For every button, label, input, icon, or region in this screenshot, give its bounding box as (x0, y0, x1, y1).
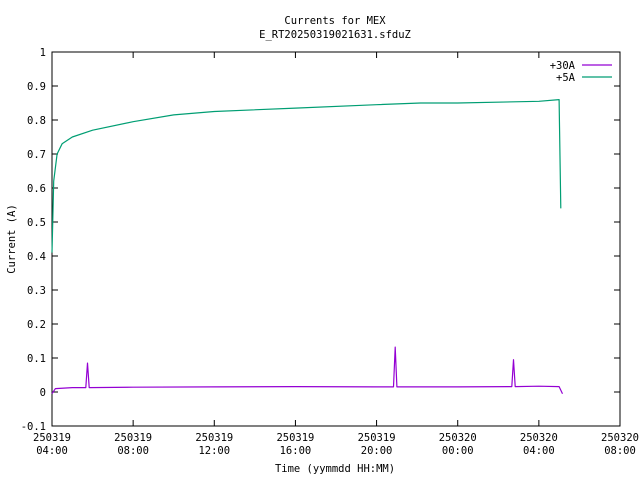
y-tick-label: 0 (40, 387, 46, 399)
y-tick-label: 0.5 (27, 217, 46, 229)
x-tick-label-date: 250319 (33, 432, 71, 444)
series-lines (51, 99, 564, 395)
y-tick-label: -0.1 (21, 421, 46, 433)
y-tick-label: 0.4 (27, 251, 46, 263)
y-tick-label: 0.1 (27, 353, 46, 365)
x-tick-label-date: 250319 (358, 432, 396, 444)
y-tick-label: 0.2 (27, 319, 46, 331)
y-tick-label: 0.3 (27, 285, 46, 297)
x-tick-label-date: 250320 (439, 432, 477, 444)
x-tick-label-date: 250320 (601, 432, 639, 444)
series-line-1 (51, 346, 564, 395)
x-tick-label-time: 08:00 (604, 445, 636, 457)
series-line-2 (51, 99, 562, 253)
x-tick-label-date: 250320 (520, 432, 558, 444)
x-tick-label-date: 250319 (276, 432, 314, 444)
plot-area (51, 51, 621, 427)
y-axis: -0.1 0 0.1 0.2 0.3 0.4 0.5 0.6 0.7 0.8 0.9 1 (21, 47, 620, 433)
x-tick-label-time: 08:00 (117, 445, 149, 457)
chart-subtitle: E_RT20250319021631.sfduZ (259, 29, 411, 41)
y-tick-label: 0.7 (27, 149, 46, 161)
legend-label: +5A (556, 72, 576, 84)
chart-title: Currents for MEX (284, 15, 386, 27)
x-tick-label-date: 250319 (195, 432, 233, 444)
y-tick-label: 1 (40, 47, 46, 59)
y-axis-label: Current (A) (6, 204, 18, 274)
x-axis-label: Time (yymmdd HH:MM) (275, 463, 395, 475)
y-tick-label: 0.6 (27, 183, 46, 195)
legend-label: +30A (550, 60, 576, 72)
x-tick-label-time: 12:00 (198, 445, 230, 457)
y-tick-label: 0.9 (27, 81, 46, 93)
x-tick-label-time: 00:00 (442, 445, 474, 457)
y-tick-label: 0.8 (27, 115, 46, 127)
x-tick-label-time: 16:00 (280, 445, 312, 457)
legend: +30A+5A (550, 60, 612, 84)
x-tick-label-time: 04:00 (523, 445, 555, 457)
x-tick-label-time: 04:00 (36, 445, 68, 457)
x-axis: 25031904:0025031908:0025031912:002503191… (33, 52, 639, 457)
x-tick-label-time: 20:00 (361, 445, 393, 457)
x-tick-label-date: 250319 (114, 432, 152, 444)
